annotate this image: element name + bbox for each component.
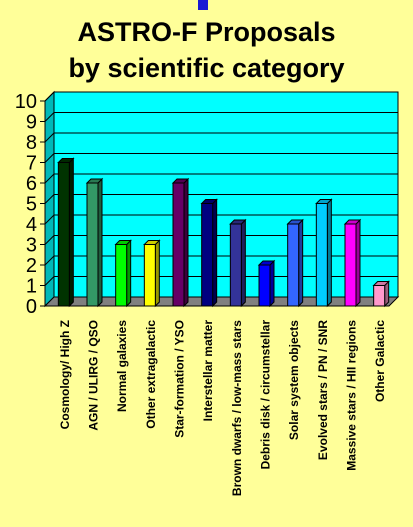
- x-tick-label: Solar system objects: [287, 320, 301, 440]
- bar-side: [68, 157, 74, 308]
- gridline: [44, 235, 398, 245]
- gridline: [44, 132, 398, 143]
- bar: [171, 177, 190, 308]
- gridlines: [44, 91, 398, 286]
- bar: [229, 218, 247, 308]
- bar-side: [355, 218, 361, 308]
- floor: [43, 296, 400, 307]
- y-tick-label: 1: [26, 276, 37, 298]
- y-tick-label: 9: [26, 112, 37, 134]
- bar: [114, 239, 132, 308]
- chart-title: ASTRO-F Proposals by scientific category: [0, 14, 413, 86]
- x-tick-label: Cosmology/ High Z: [58, 320, 72, 429]
- bar-front: [86, 182, 99, 307]
- x-tick-label: Other extragalactic: [144, 320, 158, 429]
- bar-side: [298, 218, 304, 308]
- bar: [57, 157, 75, 308]
- bar: [372, 280, 390, 308]
- bar-front: [287, 223, 300, 307]
- bar-front: [315, 203, 328, 307]
- x-tick-label: Star-formation / YSO: [173, 320, 187, 438]
- x-axis-tick-labels: Cosmology/ High Z AGN / ULIRG / QSO Normal…: [58, 320, 387, 496]
- y-tick-label: 2: [26, 255, 37, 277]
- y-tick-label: 3: [26, 235, 37, 257]
- title-top-mark: [198, 0, 208, 10]
- y-tick-label: 4: [26, 214, 37, 236]
- bar: [85, 177, 104, 308]
- bar-front: [143, 244, 156, 307]
- y-tick-label: 7: [26, 153, 37, 175]
- x-tick-label: Interstellar matter: [201, 320, 215, 422]
- bar-front: [373, 285, 386, 307]
- gridline: [44, 91, 398, 102]
- bar-front: [201, 203, 214, 307]
- y-tick-label: 0: [26, 296, 37, 318]
- x-tick-label: AGN / ULIRG / QSO: [87, 320, 101, 431]
- bar: [315, 198, 333, 308]
- x-tick-label: Other Galactic: [373, 320, 387, 402]
- bar-side: [326, 198, 332, 308]
- x-tick-label: Massive stars / HII regions: [345, 320, 359, 471]
- gridline: [44, 112, 398, 122]
- y-tick-label: 8: [26, 132, 37, 154]
- bar-front: [115, 244, 128, 307]
- bar-side: [97, 177, 103, 308]
- gridline: [44, 255, 398, 266]
- y-tick-label: 5: [26, 194, 37, 216]
- bar-front: [172, 182, 185, 307]
- chart-title-line-2: by scientific category: [68, 53, 345, 83]
- bar: [286, 218, 304, 308]
- bar-front: [258, 264, 271, 307]
- bar-side: [269, 259, 275, 308]
- chart-title-line-1: ASTRO-F Proposals: [77, 17, 336, 47]
- bar-front: [57, 162, 70, 307]
- gridline: [44, 194, 398, 204]
- bar-side: [183, 177, 189, 308]
- bar-side: [212, 198, 218, 308]
- x-tick-label: Debris disk / circumstellar: [259, 320, 273, 470]
- bars: [57, 157, 390, 308]
- x-tick-label: Evolved stars / PN / SNR: [316, 320, 330, 460]
- bar-side: [154, 239, 160, 308]
- bar-side: [126, 239, 132, 308]
- y-tick-label: 6: [26, 173, 37, 195]
- bar-front: [229, 223, 242, 307]
- gridline: [44, 153, 398, 163]
- y-tick-label: 10: [15, 91, 37, 113]
- bar: [143, 239, 161, 308]
- x-tick-label: Brown dwarfs / low-mass stars: [230, 320, 244, 496]
- bar-side: [240, 218, 246, 308]
- bar: [200, 198, 218, 308]
- gridline: [44, 173, 398, 184]
- bar-front: [344, 223, 357, 307]
- x-tick-label: Normal galaxies: [115, 320, 129, 412]
- bar: [343, 218, 362, 308]
- gridline: [44, 214, 398, 225]
- bar: [257, 259, 276, 308]
- gridline: [44, 276, 398, 286]
